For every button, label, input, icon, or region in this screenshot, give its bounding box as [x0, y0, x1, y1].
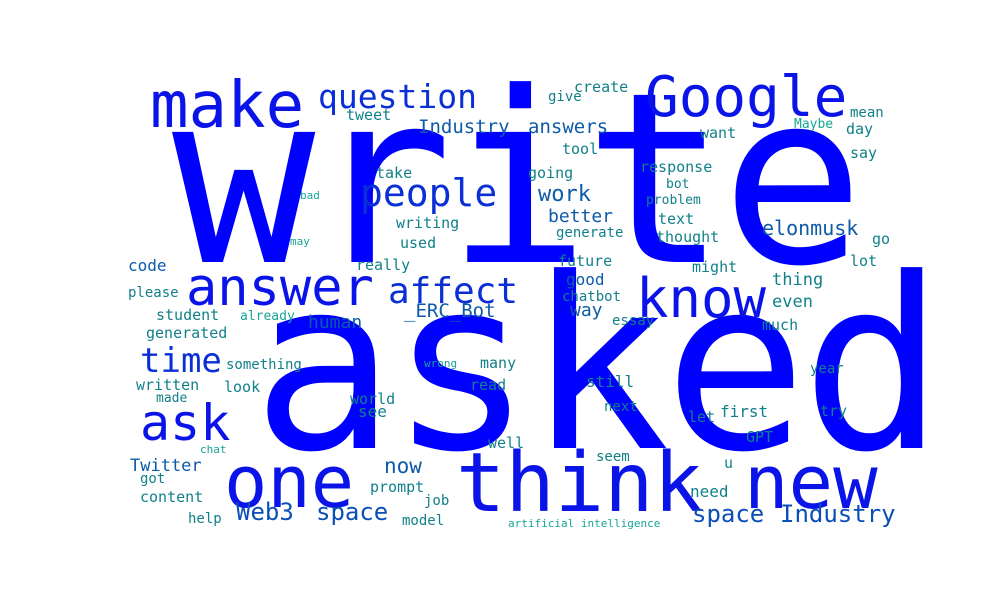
word-tweet: tweet [346, 106, 392, 124]
word-used: used [400, 234, 437, 252]
word-bot: bot [666, 177, 690, 192]
word-good: good [566, 270, 605, 289]
word-u: u [724, 454, 734, 472]
word-future: future [558, 252, 613, 270]
word-gpt: GPT [746, 428, 774, 446]
word-already: already [240, 309, 295, 324]
word-affect: affect [388, 271, 519, 312]
word-erc-bot: _ERC_Bot [404, 300, 496, 322]
word-elonmusk: elonmusk [762, 216, 859, 240]
word-human: human [308, 312, 363, 333]
word-try: try [820, 402, 848, 420]
word-really: really [356, 256, 411, 274]
word-model: model [402, 513, 445, 529]
word-now: now [384, 454, 422, 478]
word-essay: essay [612, 313, 655, 329]
word-please: please [128, 285, 179, 301]
word-industry-top: Industry [418, 116, 510, 138]
word-tool: tool [562, 140, 599, 158]
word-written: written [136, 376, 200, 394]
word-artificial-intelligence: artificial intelligence [508, 517, 661, 530]
word-see: see [358, 402, 387, 421]
word-one: one [224, 440, 355, 524]
word-new: new [744, 440, 878, 526]
word-answer: answer [186, 258, 374, 318]
word-asked: asked [252, 228, 944, 505]
word-question: question [318, 77, 477, 116]
word-got: got [140, 471, 166, 487]
word-industry-right: Industry [780, 500, 896, 528]
word-year: year [810, 361, 844, 377]
word-thought: thought [656, 228, 720, 246]
word-problem: problem [646, 193, 701, 208]
word-something: something [226, 357, 302, 373]
word-made: made [156, 391, 188, 406]
word-let: let [688, 408, 716, 426]
word-twitter: Twitter [130, 456, 202, 476]
word-bad: bad [300, 189, 320, 202]
word-space-right: space [692, 500, 765, 528]
word-take: take [376, 164, 413, 182]
word-read: read [470, 376, 507, 394]
word-chat: chat [200, 443, 227, 456]
word-much: much [762, 316, 799, 334]
word-still: still [586, 372, 635, 391]
word-prompt: prompt [370, 478, 425, 496]
word-wrong: wrong [424, 357, 458, 370]
word-want: want [700, 124, 737, 142]
word-web3: Web3 [236, 498, 294, 526]
word-thing: thing [772, 270, 824, 290]
word-may: may [290, 235, 310, 248]
word-mean: mean [850, 105, 884, 121]
word-space-left: space [316, 498, 389, 526]
word-going: going [528, 164, 574, 182]
word-work: work [538, 182, 591, 207]
word-world: world [350, 390, 396, 408]
word-look: look [224, 378, 261, 396]
word-content: content [140, 488, 204, 506]
word-student: student [156, 306, 220, 324]
word-people: people [360, 171, 498, 215]
word-generate: generate [556, 225, 624, 241]
word-way: way [570, 300, 603, 321]
word-answers: answers [528, 116, 609, 138]
word-make: make [150, 69, 305, 143]
word-first: first [720, 402, 769, 421]
word-think: think [456, 436, 703, 531]
word-lot: lot [850, 252, 878, 270]
word-google: Google [645, 65, 848, 130]
word-write: write [172, 42, 864, 319]
word-better: better [548, 206, 614, 227]
word-give: give [548, 89, 582, 105]
word-day: day [846, 120, 874, 138]
word-go: go [872, 230, 891, 248]
word-time: time [140, 341, 222, 381]
word-generated: generated [146, 324, 228, 342]
word-job: job [424, 493, 450, 509]
word-seem: seem [596, 449, 630, 465]
word-know: know [636, 267, 767, 330]
word-next: next [604, 399, 638, 415]
word-well: well [488, 434, 525, 452]
word-ask: ask [140, 394, 231, 452]
word-maybe: Maybe [794, 117, 834, 132]
word-chatbot: chatbot [562, 289, 622, 305]
word-text: text [658, 210, 695, 228]
word-help: help [188, 511, 222, 527]
word-code: code [128, 256, 167, 275]
word-response: response [640, 158, 713, 176]
word-writing: writing [396, 214, 460, 232]
word-many: many [480, 354, 517, 372]
word-might: might [692, 258, 738, 276]
word-need: need [690, 482, 729, 501]
word-even: even [772, 292, 813, 312]
word-create: create [574, 78, 629, 96]
word-say: say [850, 144, 878, 162]
